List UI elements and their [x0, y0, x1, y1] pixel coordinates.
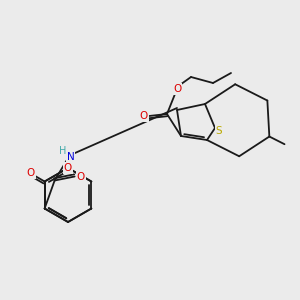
Text: H: H: [59, 146, 66, 155]
Text: O: O: [76, 172, 85, 182]
Text: O: O: [27, 169, 35, 178]
Text: O: O: [173, 84, 181, 94]
Text: O: O: [140, 111, 148, 121]
Text: N: N: [67, 152, 74, 161]
Text: O: O: [64, 163, 72, 173]
Text: S: S: [216, 126, 222, 136]
